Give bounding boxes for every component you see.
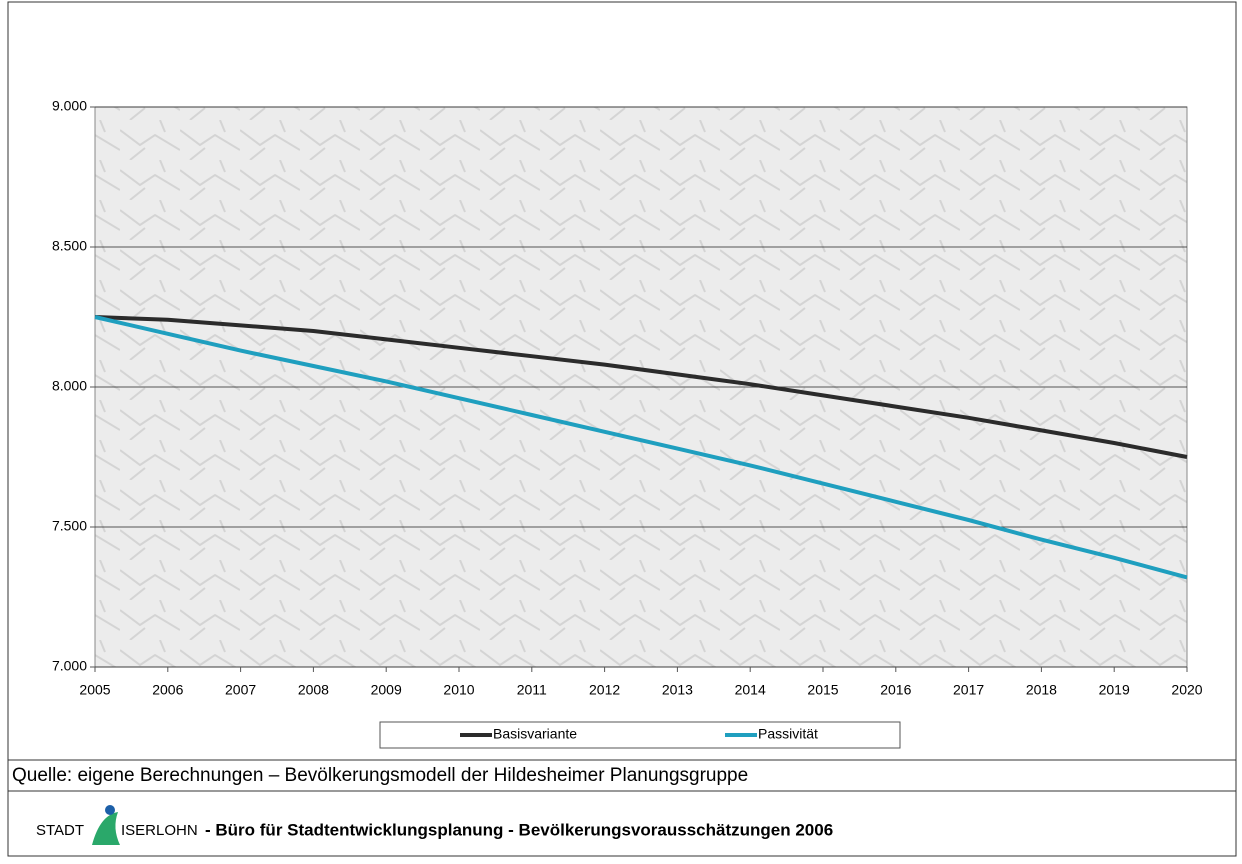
- x-tick-label: 2016: [880, 682, 911, 698]
- y-tick-label: 7.500: [52, 518, 87, 534]
- x-tick-label: 2015: [807, 682, 838, 698]
- y-tick-label: 8.000: [52, 378, 87, 394]
- x-tick-label: 2010: [443, 682, 474, 698]
- x-tick-label: 2005: [79, 682, 110, 698]
- x-tick-label: 2018: [1026, 682, 1057, 698]
- footer-city-name: ISERLOHN: [121, 822, 198, 839]
- x-tick-label: 2008: [298, 682, 329, 698]
- y-tick-label: 8.500: [52, 238, 87, 254]
- city-logo: [92, 805, 120, 845]
- legend-box: [380, 722, 900, 748]
- x-tick-label: 2020: [1171, 682, 1202, 698]
- x-tick-label: 2019: [1099, 682, 1130, 698]
- legend-label: Passivität: [758, 726, 818, 742]
- x-tick-label: 2017: [953, 682, 984, 698]
- footer-text: - Büro für Stadtentwicklungsplanung - Be…: [205, 820, 833, 839]
- page: Quelle: eigene Berechnungen – Bevölkerun…: [0, 0, 1242, 859]
- x-tick-label: 2007: [225, 682, 256, 698]
- x-tick-label: 2014: [735, 682, 766, 698]
- y-tick-label: 7.000: [52, 658, 87, 674]
- x-tick-label: 2012: [589, 682, 620, 698]
- x-tick-label: 2006: [152, 682, 183, 698]
- y-tick-label: 9.000: [52, 98, 87, 114]
- legend-label: Basisvariante: [493, 726, 577, 742]
- source-note: Quelle: eigene Berechnungen – Bevölkerun…: [12, 765, 748, 786]
- x-tick-label: 2013: [662, 682, 693, 698]
- footer-city-prefix: STADT: [36, 822, 84, 839]
- x-tick-label: 2009: [371, 682, 402, 698]
- x-tick-label: 2011: [517, 682, 547, 698]
